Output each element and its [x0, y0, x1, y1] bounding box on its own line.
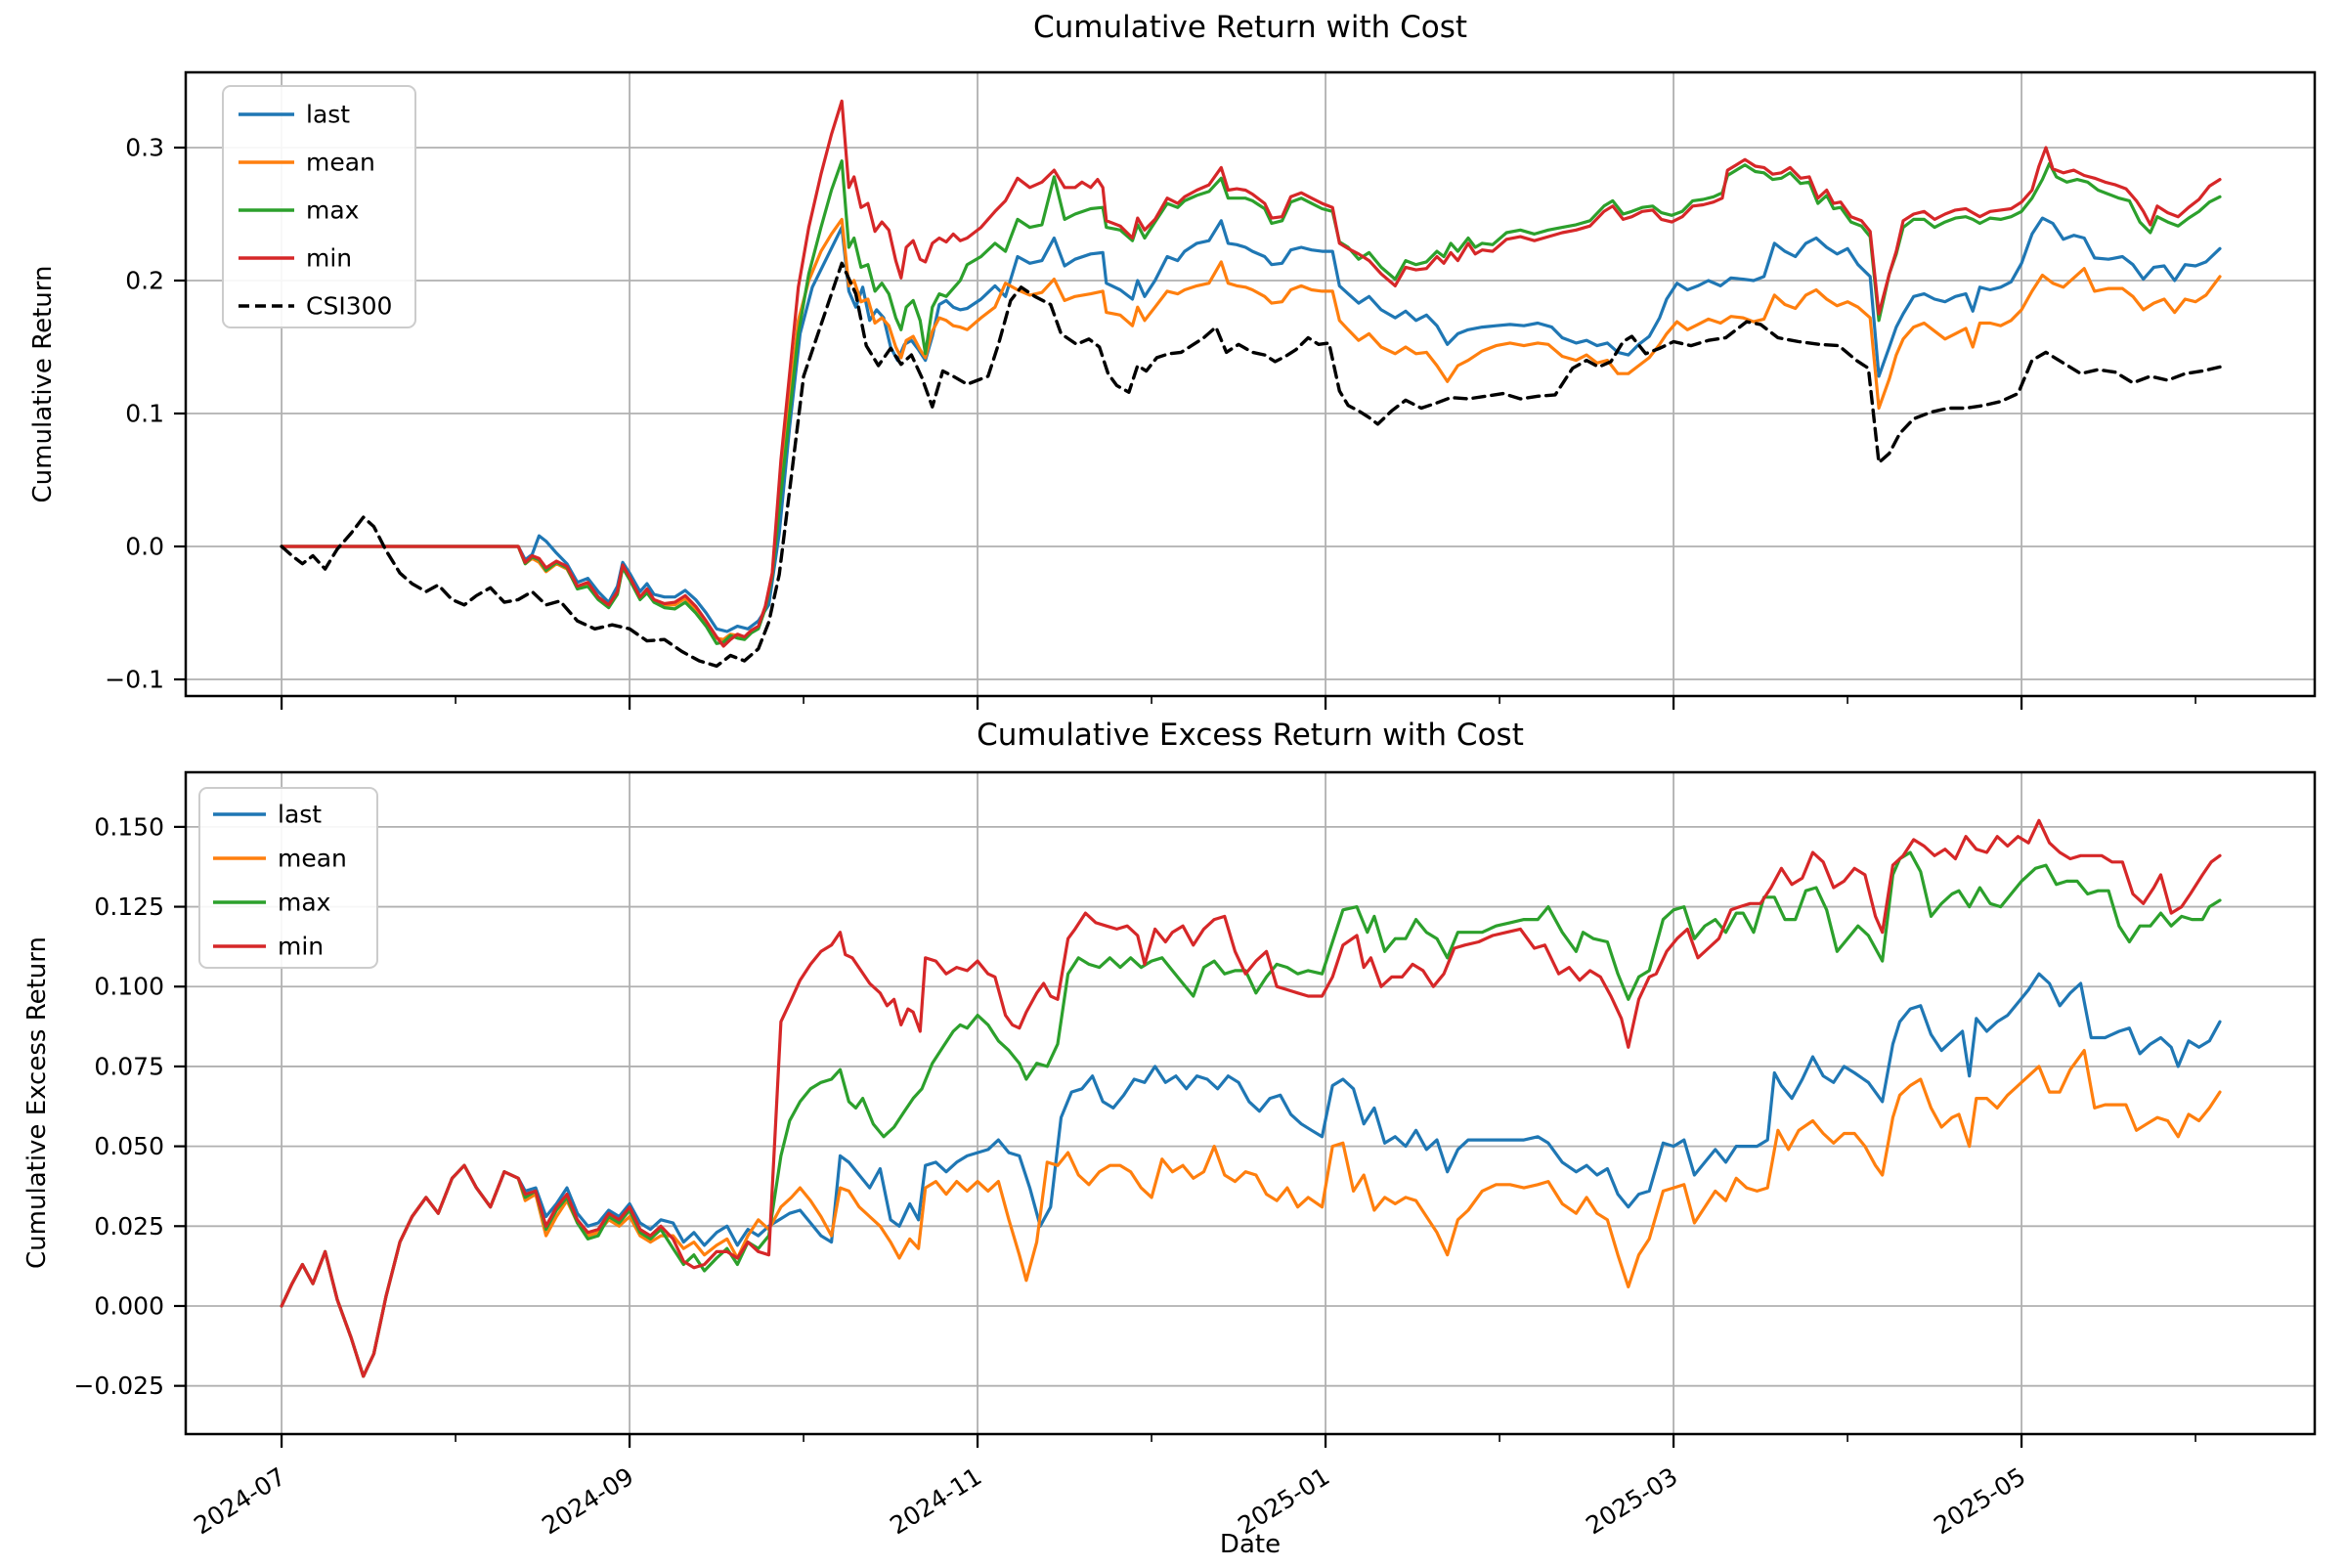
series-group	[280, 818, 2222, 1378]
x-tick-label: 2024-09	[537, 1461, 638, 1540]
chart-title: Cumulative Excess Return with Cost	[977, 718, 1524, 753]
axes-spines	[184, 70, 2317, 698]
legend-box	[198, 787, 378, 969]
legend-label-max: max	[278, 889, 330, 917]
grid	[186, 772, 2315, 1434]
legend-label-csi300: CSI300	[306, 292, 392, 321]
series-line-min	[280, 99, 2222, 648]
series-line-last	[280, 972, 2222, 1378]
y-tick-label: 0.050	[94, 1132, 164, 1160]
x-tick-label: 2024-11	[885, 1461, 986, 1540]
y-ticks: 0.3 0.2 0.1 0.0 −0.1	[105, 133, 186, 693]
grid	[186, 72, 2315, 696]
y-tick-label: 0.2	[125, 266, 164, 294]
legend-label-last: last	[306, 101, 350, 129]
legend-label-min: min	[278, 933, 324, 961]
y-tick-label: 0.0	[125, 532, 164, 560]
y-tick-label: 0.1	[125, 399, 164, 427]
legend-label-min: min	[306, 244, 352, 273]
y-tick-label: 0.100	[94, 973, 164, 1001]
y-tick-label: 0.025	[94, 1212, 164, 1241]
x-tick-label: 2024-07	[189, 1461, 290, 1540]
y-tick-label: −0.025	[73, 1372, 164, 1400]
legend-label-last: last	[278, 801, 322, 829]
axes-spines	[184, 770, 2317, 1436]
legend-label-mean: mean	[306, 149, 375, 177]
legend-box	[222, 85, 416, 328]
y-ticks: 0.150 0.125 0.100 0.075 0.050 0.025 0.000 −0.02…	[73, 812, 186, 1400]
x-ticks	[280, 696, 2196, 710]
legend: last mean max min	[198, 787, 378, 969]
series-group	[280, 99, 2222, 669]
x-tick-labels: 2024-07 2024-09 2024-11 2025-01 2025-03 2025-…	[189, 1461, 2030, 1540]
y-tick-label: −0.1	[105, 665, 164, 693]
legend: last mean max min CSI300	[222, 85, 416, 328]
legend-label-mean: mean	[278, 845, 347, 873]
legend-label-max: max	[306, 196, 359, 225]
x-tick-label: 2025-05	[1929, 1461, 2030, 1540]
x-axis-label: Date	[1220, 1530, 1281, 1559]
chart-cumulative-excess-return: 0.150 0.125 0.100 0.075 0.050 0.025 0.000 −0.02…	[22, 718, 2317, 1559]
y-tick-label: 0.075	[94, 1052, 164, 1080]
series-line-last	[280, 216, 2222, 633]
plot-area	[186, 72, 2315, 696]
series-line-csi300	[280, 261, 2222, 669]
series-line-mean	[280, 1048, 2222, 1378]
x-ticks	[280, 1434, 2196, 1448]
y-axis-label: Cumulative Excess Return	[22, 936, 52, 1269]
y-axis-label: Cumulative Return	[28, 266, 58, 503]
y-tick-label: 0.3	[125, 133, 164, 161]
chart-cumulative-return: 0.3 0.2 0.1 0.0 −0.1 Cumulative Return with C…	[28, 10, 2317, 710]
chart-title: Cumulative Return with Cost	[1033, 10, 1467, 45]
x-tick-label: 2025-03	[1581, 1461, 1682, 1540]
series-line-min	[280, 818, 2222, 1378]
y-tick-label: 0.150	[94, 812, 164, 841]
y-tick-label: 0.000	[94, 1291, 164, 1320]
x-tick-label: 2025-01	[1233, 1461, 1334, 1540]
y-tick-label: 0.125	[94, 893, 164, 921]
